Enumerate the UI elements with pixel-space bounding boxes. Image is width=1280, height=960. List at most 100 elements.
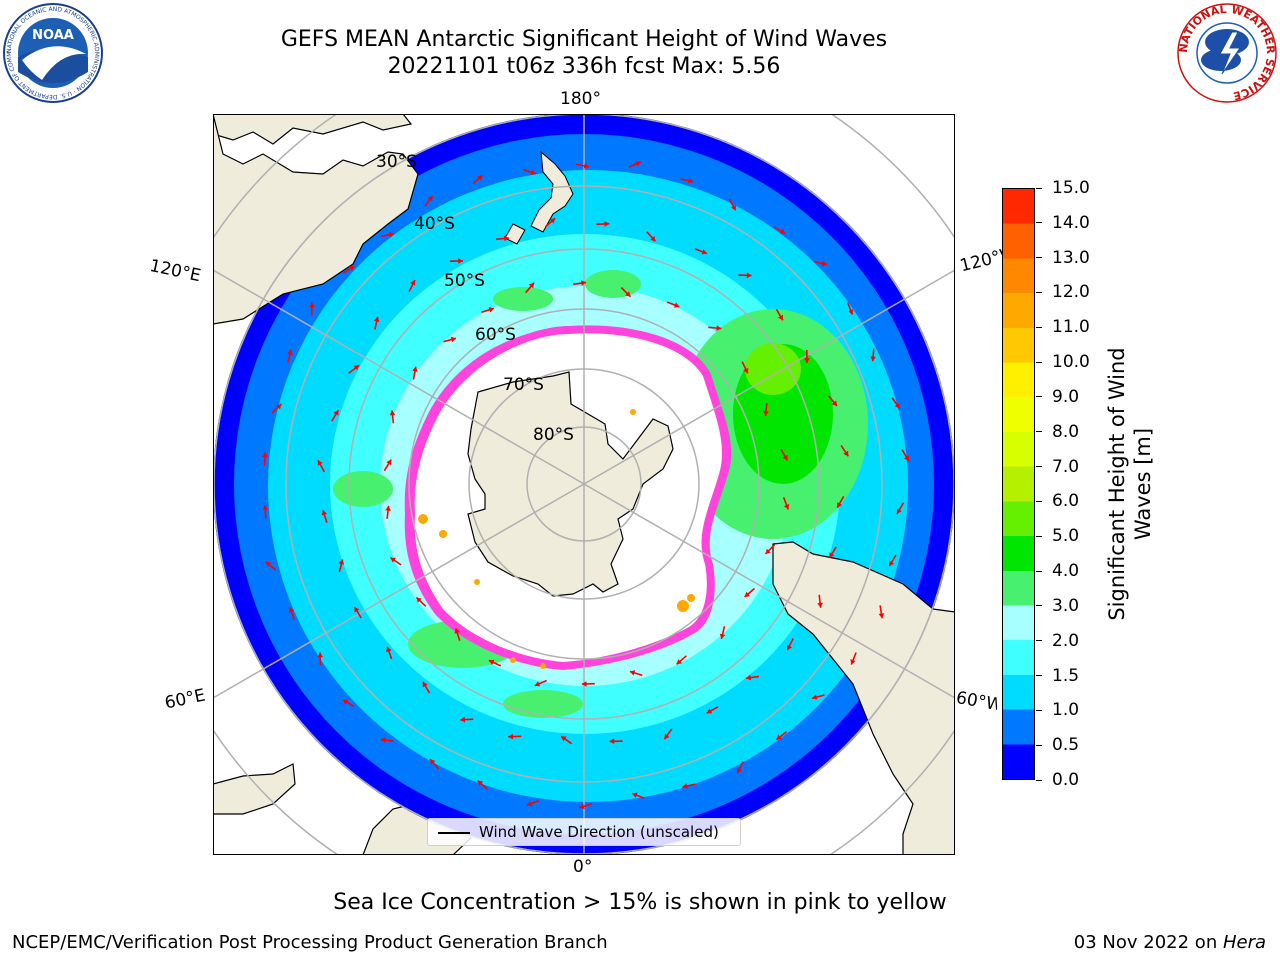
colorbar-tick-label: 14.0 — [1052, 212, 1090, 233]
wind-arrow-head — [534, 681, 541, 687]
wind-arrow-head — [477, 780, 483, 786]
wind-arrow-head — [262, 452, 268, 458]
colorbar-tick-label: 1.5 — [1052, 665, 1080, 686]
antarctica — [467, 371, 674, 597]
wind-arrow-head — [287, 350, 293, 356]
colorbar-tick — [1036, 675, 1042, 677]
wind-arrow-head — [488, 659, 495, 665]
colorbar-tick — [1036, 187, 1042, 189]
wind-arrow-head — [896, 508, 902, 514]
colorbar-tick — [1036, 466, 1042, 468]
colorbar-tick-label: 6.0 — [1052, 491, 1080, 512]
wind-arrow-head — [736, 767, 742, 774]
colorbar-tick — [1036, 291, 1042, 293]
wind-arrow-head — [373, 316, 380, 322]
colorbar-tick-label: 12.0 — [1052, 282, 1090, 303]
wind-arrow-head — [488, 307, 494, 313]
wind-arrow-head — [664, 733, 670, 740]
colorbar-tick — [1036, 222, 1042, 224]
wind-arrow-head — [276, 404, 282, 410]
wind-wave-arrows — [262, 160, 910, 810]
wind-arrow-head — [688, 177, 694, 184]
wind-arrow-head — [701, 249, 707, 255]
lon-label-60e: 60°E — [163, 685, 208, 714]
wind-arrow-head — [389, 410, 396, 416]
nws-logo: NATIONAL WEATHER SERVICE — [1177, 3, 1277, 103]
wind-arrow-head — [348, 266, 355, 272]
wind-arrow-head — [746, 272, 752, 279]
colorbar-tick-label: 15.0 — [1052, 178, 1090, 198]
wind-arrow-head — [878, 613, 885, 619]
colorbar-tick-label: 2.0 — [1052, 630, 1080, 651]
colorbar-tick-label: 13.0 — [1052, 247, 1090, 268]
colorbar-label: Significant Height of Wind Waves [m] — [1105, 347, 1155, 621]
wind-arrow-head — [427, 195, 433, 202]
wind-arrow-head — [265, 561, 272, 567]
wind-arrow-head — [416, 597, 422, 603]
wind-arrow-head — [848, 309, 854, 315]
legend-text: Wind Wave Direction (unscaled) — [479, 823, 719, 841]
colorbar-tick-label: 11.0 — [1052, 317, 1090, 338]
colorbar-tick — [1036, 605, 1042, 607]
colorbar-tick-label: 5.0 — [1052, 526, 1080, 547]
colorbar — [1002, 188, 1035, 780]
colorbar-tick-label: 9.0 — [1052, 386, 1080, 407]
wind-arrow-head — [783, 504, 790, 510]
wind-arrow-head — [526, 801, 533, 807]
lat-label-30s: 30°S — [376, 152, 417, 172]
wind-arrow-head — [390, 557, 396, 563]
colorbar-tick — [1036, 570, 1042, 572]
wind-arrow-head — [870, 356, 876, 362]
plot-subtitle: 20221101 t06z 336h fcst Max: 5.56 — [387, 54, 781, 79]
wind-arrow-head — [581, 280, 586, 286]
wind-arrow-head — [321, 510, 328, 516]
lat-label-60s: 60°S — [475, 325, 516, 345]
wind-arrow-head — [583, 163, 589, 169]
colorbar-tick — [1036, 257, 1042, 259]
wind-arrow-head — [549, 218, 556, 224]
antarctic-map — [213, 114, 955, 855]
wind-arrow-head — [528, 282, 535, 289]
lon-label-60w: 60°W — [954, 688, 1000, 715]
wind-arrow-head — [317, 652, 323, 658]
wind-arrow-head — [778, 314, 783, 321]
lat-label-40s: 40°S — [414, 214, 455, 234]
legend-line-swatch — [438, 832, 470, 834]
wind-arrow-head — [889, 560, 895, 567]
wind-arrow-head — [821, 260, 827, 267]
footer-date-text: 03 Nov 2022 on — [1073, 932, 1223, 953]
wind-arrow-head — [338, 559, 345, 565]
colorbar-tick — [1036, 744, 1042, 746]
wind-arrow-head — [676, 659, 682, 665]
lat-label-50s: 50°S — [444, 271, 485, 291]
wind-arrow-head — [604, 221, 610, 227]
wind-arrow-head — [829, 552, 835, 558]
wind-arrow-head — [804, 358, 810, 363]
noaa-logo-text: NOAA — [32, 28, 74, 43]
wind-arrow-head — [262, 505, 269, 511]
plot-title: GEFS MEAN Antarctic Significant Height o… — [280, 27, 888, 52]
wind-arrow-head — [386, 459, 392, 466]
colorbar-tick-label: 10.0 — [1052, 352, 1090, 373]
colorbar-tick — [1036, 361, 1042, 363]
colorbar-tick-label: 0.5 — [1052, 735, 1080, 756]
wind-arrow-head — [581, 681, 587, 687]
colorbar-tick — [1036, 640, 1042, 642]
wind-arrow-head — [706, 708, 713, 714]
colorbar-tick-label: 1.0 — [1052, 700, 1080, 721]
wind-arrow-head — [561, 736, 567, 742]
wind-arrow-head — [763, 411, 769, 416]
wind-arrow-head — [625, 291, 631, 297]
footer-credit: NCEP/EMC/Verification Post Processing Pr… — [12, 932, 608, 953]
wind-arrow-head — [430, 759, 436, 765]
wind-arrow-head — [682, 783, 688, 789]
footer-host: Hera — [1222, 932, 1266, 953]
wind-arrow-head — [894, 403, 900, 409]
lon-label-120w: 120°W — [958, 246, 1006, 277]
wind-arrow-head — [635, 161, 641, 167]
wind-arrow-head — [410, 280, 416, 286]
wind-arrow-head — [317, 460, 323, 466]
colorbar-tick-label: 7.0 — [1052, 456, 1080, 477]
wind-arrow-head — [674, 302, 680, 308]
wind-arrow-head — [776, 734, 782, 740]
